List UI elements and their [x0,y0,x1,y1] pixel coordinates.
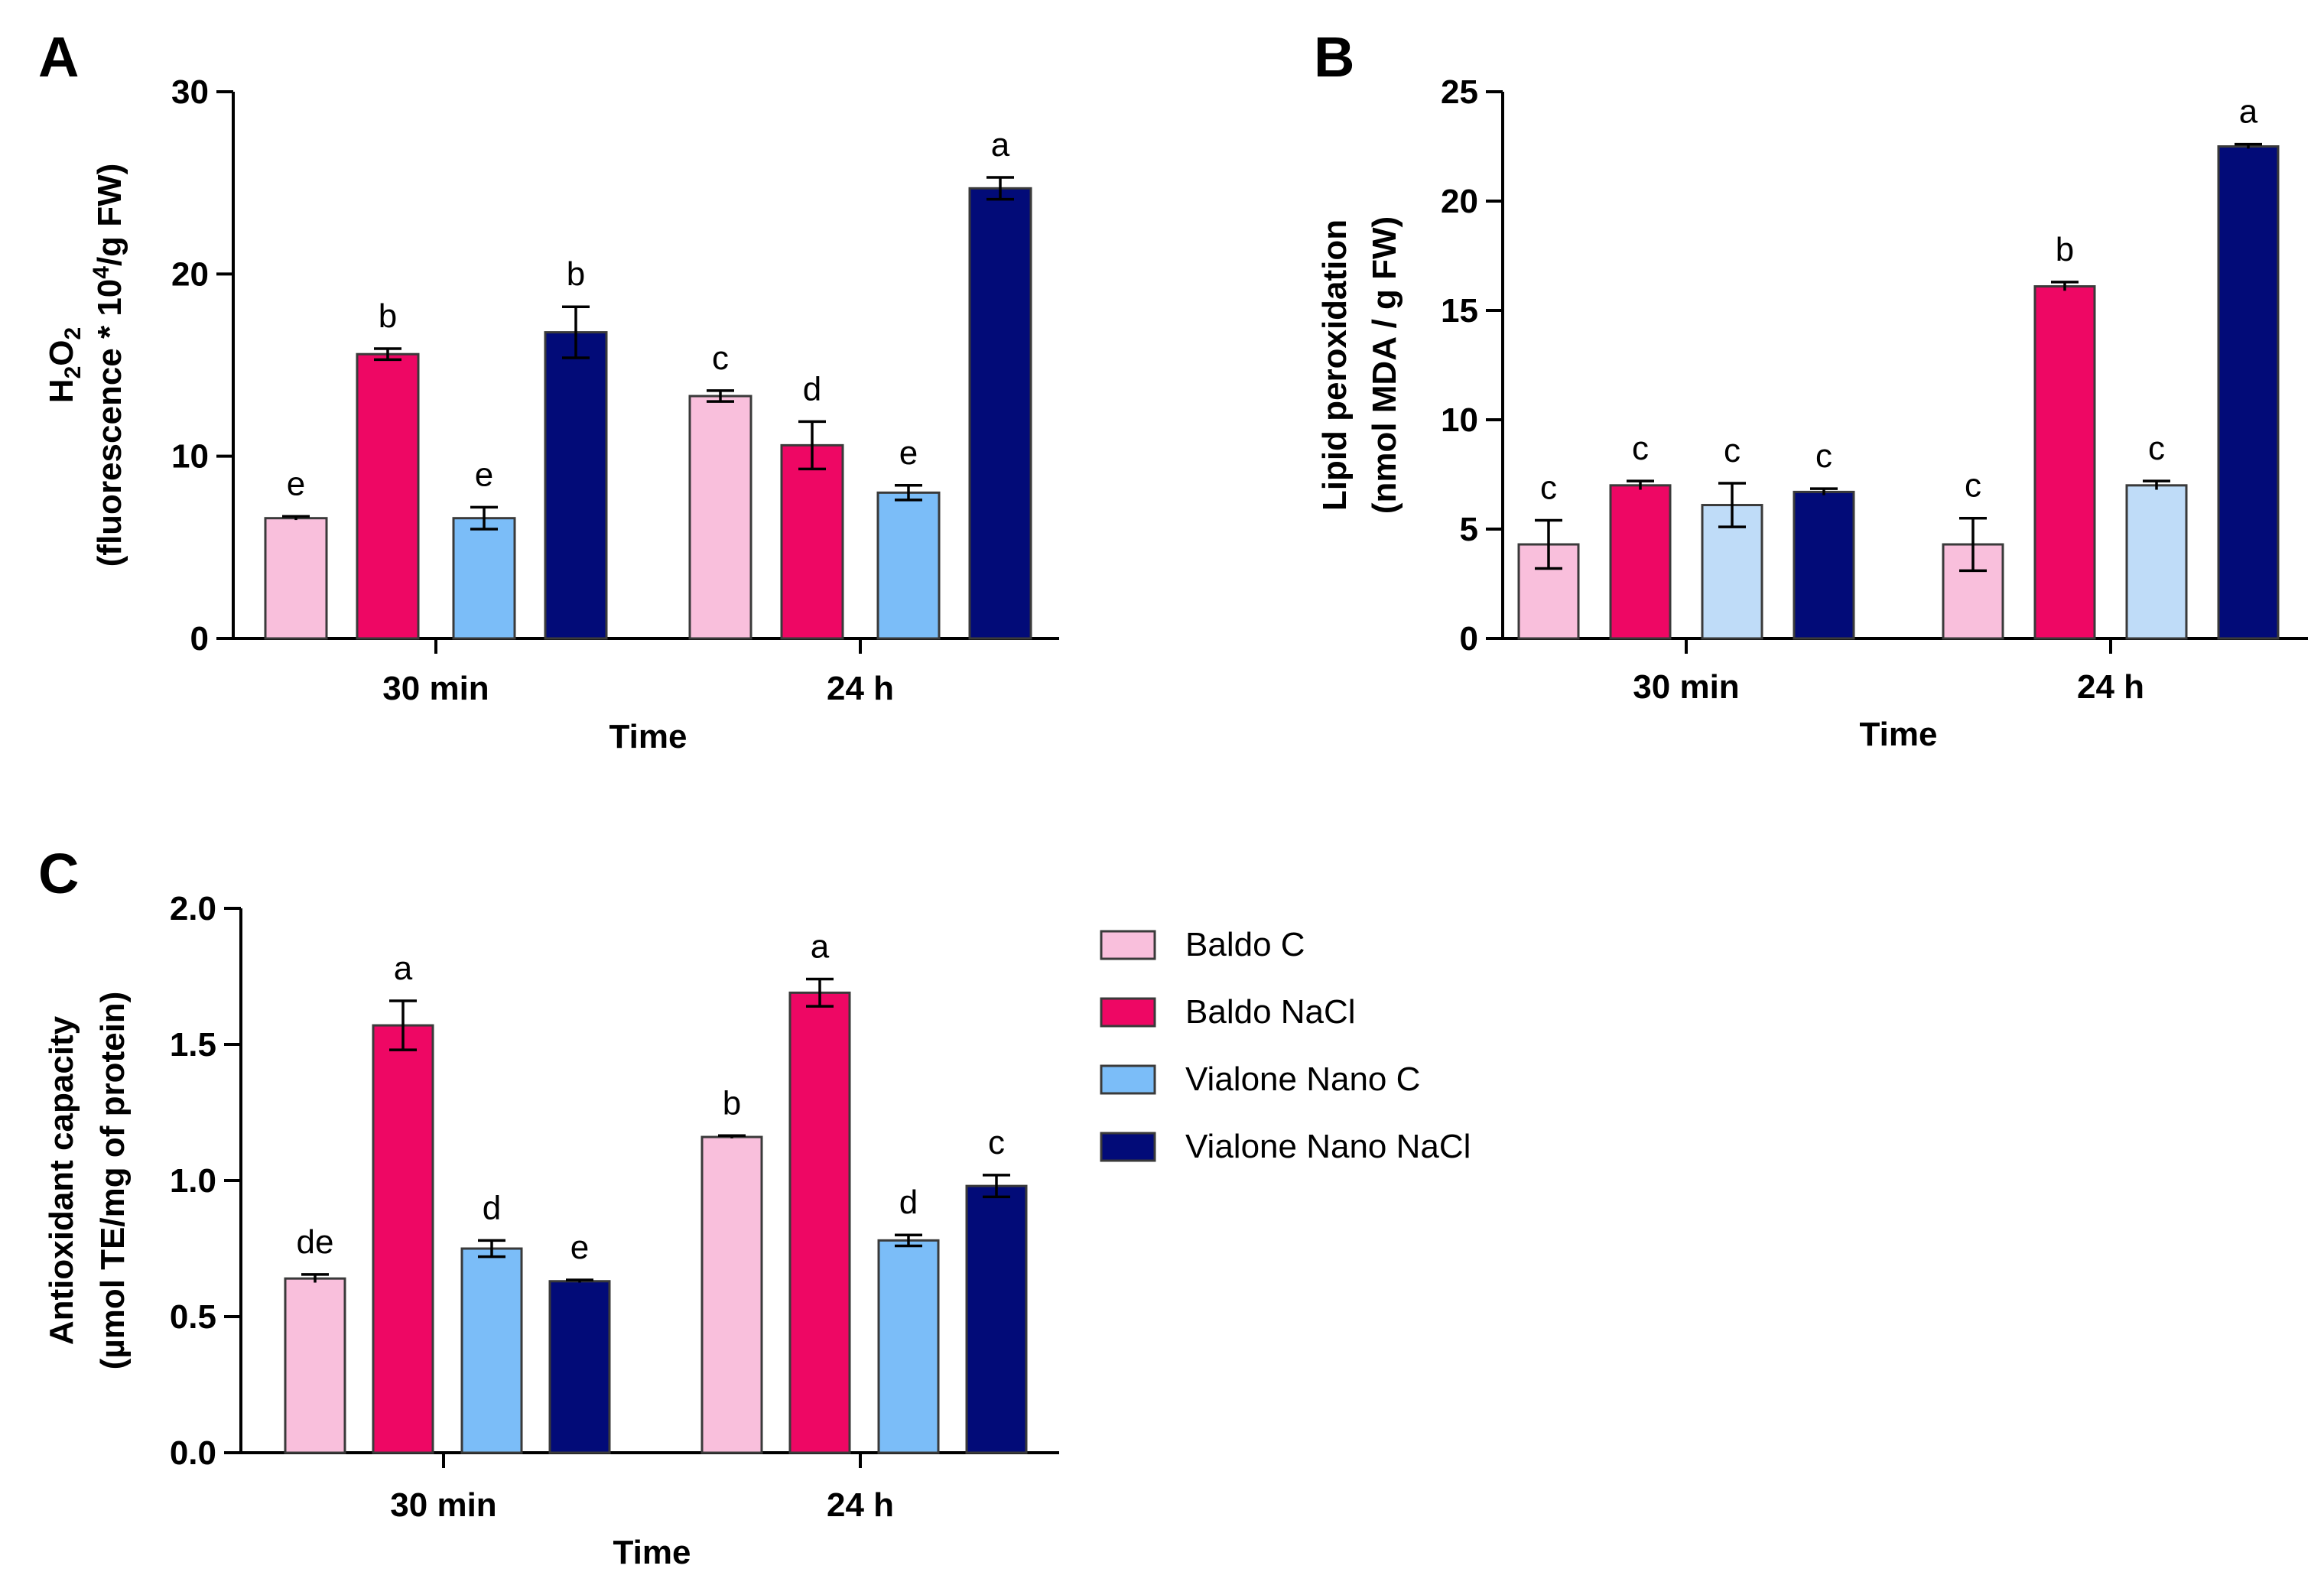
bar [788,991,851,1454]
significance-letter: e [475,456,493,493]
x-tick-label: 30 min [390,1486,496,1524]
y-tick-label: 2.0 [170,890,216,927]
significance-letter: c [1540,469,1557,507]
bar [700,1135,763,1454]
y-tick-label: 5 [1460,511,1478,548]
y-axis-title-part: 4 [89,266,114,279]
significance-letter: d [803,370,821,408]
bar [965,1184,1028,1454]
significance-letter: c [988,1124,1005,1161]
x-axis-title: Time [1860,716,1938,753]
y-tick-label: 1.5 [170,1026,216,1064]
significance-letter: de [297,1223,334,1261]
legend-label: Baldo C [1185,926,1305,963]
significance-letter: b [723,1084,741,1122]
legend-label: Baldo NaCl [1185,993,1356,1031]
y-tick-label: 20 [171,255,209,293]
y-axis-title-part: 2 [60,366,86,379]
bar [284,1277,346,1454]
bar [372,1024,434,1454]
legend-label: Vialone Nano NaCl [1185,1128,1471,1165]
significance-letter: a [811,928,830,966]
bar [877,1239,940,1454]
y-axis-title-line2: (nmol MDA / g FW) [1366,216,1403,514]
y-tick-label: 20 [1441,183,1478,220]
y-tick-label: 25 [1441,73,1478,111]
significance-letter: c [1965,467,1981,505]
x-tick-label: 24 h [2077,668,2144,706]
y-tick-label: 0 [190,620,209,658]
y-axis-title-line1: H2O2 [43,327,86,403]
y-tick-label: 10 [1441,401,1478,439]
y-tick-label: 1.0 [170,1162,216,1200]
y-axis-title-line2: (fluorescence * 104/g FW) [89,164,128,567]
significance-letter: e [899,434,918,472]
y-tick-label: 10 [171,438,209,476]
bar [548,1280,611,1454]
legend-swatch [1100,1064,1156,1095]
panel-letter: C [38,842,79,905]
y-tick-label: 15 [1441,292,1478,330]
y-axis-title-part: 2 [60,327,86,340]
y-axis-title-part: H [43,378,80,403]
significance-letter: c [2148,430,2165,467]
x-tick-label: 30 min [382,670,489,707]
significance-letter: a [2239,93,2258,131]
significance-letter: b [567,255,585,293]
bar [780,443,844,640]
bar [2033,285,2096,640]
significance-letter: e [287,465,305,502]
legend-label: Vialone Nano C [1185,1060,1420,1098]
y-tick-label: 30 [171,73,209,111]
chart-panel-c: C 0.0 0.5 1.0 1.5 2.0 30 min 24 h Time Antioxidan… [38,842,1059,1571]
bar [968,187,1032,640]
bar [264,517,328,640]
bar [544,331,608,640]
legend: Baldo C Baldo NaCl Vialone Nano C Vialone N… [1100,926,1471,1165]
legend-swatch [1100,1132,1156,1162]
significance-letter: b [2056,231,2074,268]
bar [356,352,420,640]
x-tick-label: 24 h [827,1486,894,1524]
y-axis-title-part: /g FW) [91,164,128,266]
y-tick-label: 0 [1460,620,1478,658]
significance-letter: a [394,950,413,987]
bar [2217,145,2280,640]
significance-letter: b [379,297,397,335]
y-tick-label: 0.5 [170,1298,216,1336]
x-tick-label: 30 min [1633,668,1739,706]
significance-letter: c [712,339,729,377]
bar [688,395,752,640]
bar [876,491,941,640]
y-tick-label: 0.0 [170,1434,216,1472]
y-axis-title-line2: (µmol TE/mg of protein) [94,992,132,1370]
legend-swatch [1100,930,1156,960]
chart-panel-b: B 0 5 10 15 20 25 30 min 24 h Time Lipid peroxidat… [1314,25,2308,753]
x-axis-title: Time [609,718,687,755]
panel-letter: A [38,25,79,89]
significance-letter: c [1724,432,1741,469]
bar [452,517,516,640]
panel-letter: B [1314,25,1354,89]
significance-letter: d [483,1189,501,1226]
significance-letter: c [1815,437,1832,475]
significance-letter: e [570,1229,589,1266]
significance-letter: c [1632,430,1649,467]
bar [1793,490,1855,640]
legend-swatch [1100,997,1156,1028]
x-axis-title: Time [613,1534,691,1571]
significance-letter: a [991,126,1010,164]
y-axis-title-part: O [43,339,80,365]
x-tick-label: 24 h [827,670,894,707]
y-axis-title-line1: Antioxidant capacity [43,1015,80,1345]
y-axis-title-line1: Lipid peroxidation [1316,219,1354,511]
bar [2125,484,2188,640]
bar [460,1247,523,1454]
significance-letter: d [899,1184,918,1221]
y-axis-title-part: (fluorescence * 10 [91,279,128,567]
bar [1609,484,1672,640]
